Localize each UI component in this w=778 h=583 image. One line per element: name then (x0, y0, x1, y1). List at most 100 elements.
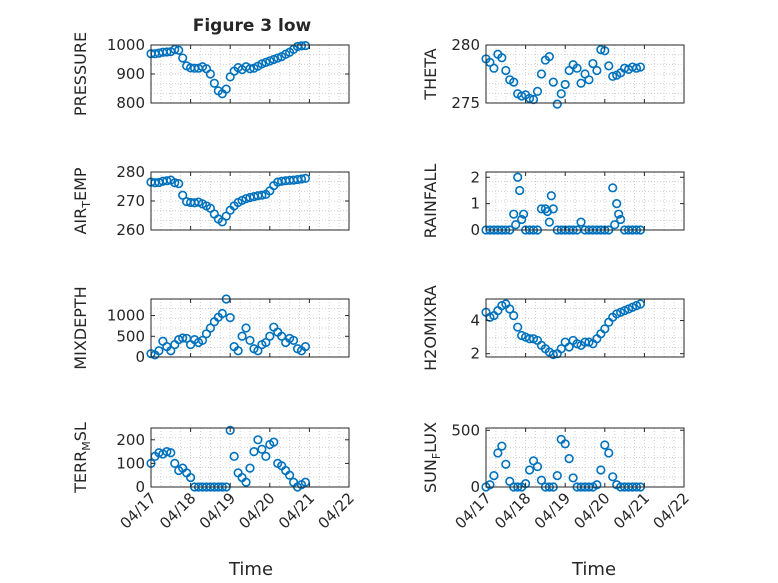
data-point (178, 333, 188, 343)
data-point (604, 61, 614, 71)
data-point (261, 451, 271, 461)
data-point (257, 59, 267, 69)
data-point (497, 441, 507, 451)
data-point (515, 185, 525, 196)
data-point (166, 448, 176, 458)
data-point (556, 89, 566, 99)
data-point (511, 220, 521, 230)
data-point (269, 54, 279, 65)
data-point (616, 214, 626, 225)
data-point (205, 69, 215, 79)
data-point (610, 220, 620, 230)
data-point (497, 53, 507, 63)
data-point (209, 78, 219, 88)
x-tick-label: 04/21 (275, 489, 318, 532)
data-point (249, 447, 259, 457)
subplot-mixdepth: 0 500 1000 MIXDEPTH (71, 286, 350, 370)
data-point (564, 342, 574, 352)
x-tick-label: 04/22 (650, 489, 693, 532)
y-tick-label: 2 (470, 168, 480, 186)
y-tick-label: 4 (470, 312, 480, 330)
y-tick-label: 200 (116, 431, 145, 449)
data-point (197, 335, 208, 346)
subplot-terr_msl: 010020004/1704/1804/1904/2004/2104/22TER… (71, 422, 358, 532)
data-point (513, 322, 523, 332)
data-point (548, 349, 558, 360)
data-point (241, 477, 251, 487)
data-point (265, 56, 275, 66)
data-point (170, 458, 180, 469)
data-point (489, 471, 499, 481)
y-axis-label: RAINFALL (421, 164, 440, 239)
data-point (162, 447, 172, 457)
data-point (532, 86, 543, 96)
y-tick-label: 500 (451, 421, 480, 439)
data-point (273, 53, 283, 63)
data-point (517, 214, 527, 225)
y-axis-label: TERRMSL (71, 422, 93, 494)
data-point (572, 63, 582, 73)
data-point (300, 173, 311, 183)
data-point (596, 465, 606, 475)
y-tick-label: 270 (116, 192, 145, 210)
data-point (257, 444, 267, 454)
x-tick-label: 04/18 (491, 489, 534, 532)
data-point (501, 65, 511, 76)
data-point (588, 58, 598, 69)
y-axis-label: AIRTEMP (71, 167, 93, 234)
data-point (237, 331, 247, 341)
plot-frame (150, 298, 350, 358)
data-point (225, 425, 235, 435)
data-point (296, 174, 307, 184)
data-point (552, 471, 562, 481)
data-point (608, 472, 618, 482)
data-point (245, 64, 255, 74)
subplot-rainfall: 0 1 2 RAINFALL (421, 164, 685, 239)
y-tick-label: 280 (116, 163, 145, 181)
data-point (245, 463, 255, 473)
data-point (600, 324, 610, 334)
y-tick-label: 100 (116, 454, 145, 472)
data-point (205, 323, 215, 333)
data-point (596, 45, 606, 55)
x-tick-label: 04/18 (156, 489, 199, 532)
subplot-h2omixra: 2 4 H2OMIXRA (421, 285, 685, 371)
x-tick-label: 04/19 (531, 489, 574, 532)
data-point (519, 209, 529, 219)
data-point (612, 199, 622, 209)
x-axis-label-right: Time (571, 559, 616, 580)
x-tick-label: 04/19 (196, 489, 239, 532)
data-point (170, 44, 180, 54)
y-tick-label: 2 (470, 345, 480, 363)
subplot-theta: 275 280 THETA (421, 36, 685, 112)
data-point (544, 217, 554, 227)
data-point (536, 69, 547, 79)
plot-frame (485, 427, 685, 488)
data-point (300, 477, 311, 487)
data-point (489, 63, 499, 73)
data-point (277, 331, 287, 341)
data-point (546, 191, 556, 201)
y-tick-label: 0 (135, 348, 145, 366)
data-point (221, 84, 231, 94)
y-tick-label: 1 (470, 195, 480, 213)
data-point (174, 45, 184, 55)
data-point (174, 179, 184, 189)
data-point (608, 71, 618, 81)
data-point (217, 308, 227, 319)
data-point (245, 335, 255, 346)
data-point (493, 448, 503, 458)
x-tick-label: 04/20 (570, 489, 613, 532)
data-point (544, 51, 554, 62)
data-point (505, 304, 515, 314)
y-tick-label: 800 (116, 94, 145, 112)
data-point (548, 204, 558, 214)
data-point (261, 57, 271, 68)
data-point (524, 465, 535, 475)
data-point (536, 475, 547, 485)
data-point (548, 77, 558, 87)
data-point (154, 346, 164, 356)
data-point (229, 451, 239, 461)
data-point (162, 47, 172, 57)
y-tick-label: 1000 (107, 307, 145, 325)
